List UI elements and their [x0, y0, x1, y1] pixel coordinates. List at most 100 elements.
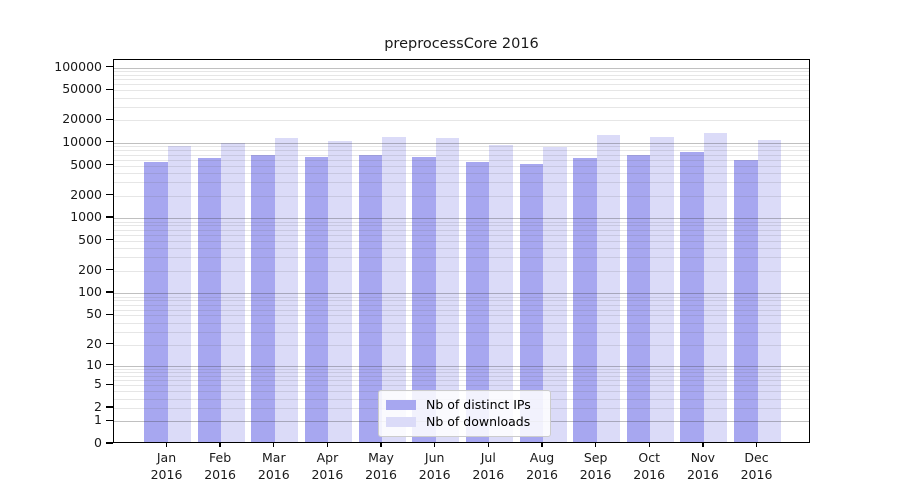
y-tick	[106, 193, 113, 196]
major-gridline	[114, 67, 809, 69]
y-tick-label: 500	[78, 231, 102, 247]
bar-downloads	[489, 145, 513, 442]
y-tick-label: 1000	[70, 209, 102, 225]
y-tick	[106, 88, 113, 90]
y-tick	[106, 65, 113, 68]
minor-gridline	[114, 159, 809, 161]
bar-distinct-ips	[144, 162, 168, 442]
y-tick-label: 200	[78, 261, 102, 277]
plot-area	[113, 59, 810, 443]
y-tick	[106, 268, 113, 271]
y-tick-label: 5000	[70, 156, 102, 172]
minor-gridline	[114, 234, 809, 236]
y-tick	[106, 383, 113, 386]
x-tick	[434, 443, 436, 447]
y-tick-label: 5	[94, 376, 102, 392]
bar-downloads	[703, 133, 728, 442]
minor-gridline	[114, 71, 809, 72]
minor-gridline	[114, 172, 809, 174]
y-tick	[106, 239, 113, 241]
minor-gridline	[114, 270, 809, 272]
y-tick	[106, 342, 113, 345]
y-tick-label: 50	[86, 306, 102, 322]
y-tick	[106, 313, 113, 316]
minor-gridline	[114, 309, 809, 311]
minor-gridline	[114, 385, 809, 387]
x-tick-label: Nov 2016	[686, 450, 719, 482]
x-tick	[165, 443, 168, 447]
x-tick	[541, 443, 543, 447]
x-tick	[219, 443, 221, 447]
y-tick-label: 100	[78, 284, 102, 300]
minor-gridline	[114, 300, 809, 302]
bar-downloads	[596, 135, 621, 442]
y-tick-label: 10000	[62, 133, 102, 149]
major-gridline	[114, 218, 809, 220]
minor-gridline	[114, 97, 809, 99]
x-tick-label: Dec 2016	[740, 450, 773, 482]
bar-downloads	[221, 143, 245, 442]
bar-downloads	[435, 138, 460, 442]
minor-gridline	[114, 225, 809, 227]
bar-distinct-ips	[197, 158, 222, 442]
minor-gridline	[114, 315, 809, 317]
minor-gridline	[114, 150, 809, 152]
y-tick-label: 10	[86, 356, 102, 372]
minor-gridline	[114, 376, 809, 377]
minor-gridline	[114, 304, 809, 306]
minor-gridline	[114, 257, 809, 259]
y-tick-label: 20	[86, 335, 102, 351]
bar-distinct-ips	[358, 154, 382, 442]
x-tick-label: Jan 2016	[150, 450, 183, 482]
y-tick-label: 50000	[62, 81, 102, 97]
x-tick-label: Jul 2016	[472, 450, 505, 482]
x-tick-label: Feb 2016	[204, 450, 236, 482]
minor-gridline	[114, 79, 809, 81]
x-tick	[487, 443, 489, 447]
bar-downloads	[382, 136, 406, 442]
minor-gridline	[114, 372, 809, 374]
minor-gridline	[114, 368, 809, 370]
minor-gridline	[114, 182, 809, 184]
minor-gridline	[114, 195, 809, 197]
legend-label-downloads: Nb of downloads	[426, 414, 531, 429]
minor-gridline	[114, 165, 809, 167]
x-tick	[755, 443, 758, 447]
bar-downloads	[757, 140, 781, 442]
bar-downloads	[274, 138, 299, 442]
y-tick	[106, 118, 113, 120]
x-tick	[273, 443, 275, 447]
y-tick	[106, 216, 113, 218]
minor-gridline	[114, 221, 809, 223]
minor-gridline	[114, 106, 809, 108]
x-tick-label: Sep 2016	[579, 450, 612, 482]
major-gridline	[114, 365, 809, 367]
minor-gridline	[114, 146, 809, 148]
x-tick	[702, 443, 704, 447]
bar-distinct-ips	[304, 157, 329, 442]
y-tick-label: 20000	[62, 111, 102, 127]
minor-gridline	[114, 74, 809, 76]
x-tick-label: Oct 2016	[633, 450, 666, 482]
bar-downloads	[543, 146, 567, 442]
minor-gridline	[114, 240, 809, 242]
y-tick	[106, 406, 113, 408]
y-tick	[106, 291, 113, 293]
x-tick	[380, 443, 382, 447]
x-tick-label: Aug 2016	[526, 450, 558, 482]
legend-swatch-downloads	[386, 417, 416, 427]
minor-gridline	[114, 229, 809, 231]
x-tick	[594, 443, 597, 447]
bar-distinct-ips	[519, 163, 543, 442]
bar-downloads	[328, 140, 352, 442]
bar-downloads	[650, 137, 674, 442]
bar-distinct-ips	[573, 158, 597, 442]
minor-gridline	[114, 120, 809, 122]
y-tick-label: 2	[94, 399, 102, 415]
major-gridline	[114, 293, 809, 295]
minor-gridline	[114, 296, 809, 298]
minor-gridline	[114, 90, 809, 92]
x-tick	[326, 443, 329, 447]
y-tick	[106, 363, 113, 366]
